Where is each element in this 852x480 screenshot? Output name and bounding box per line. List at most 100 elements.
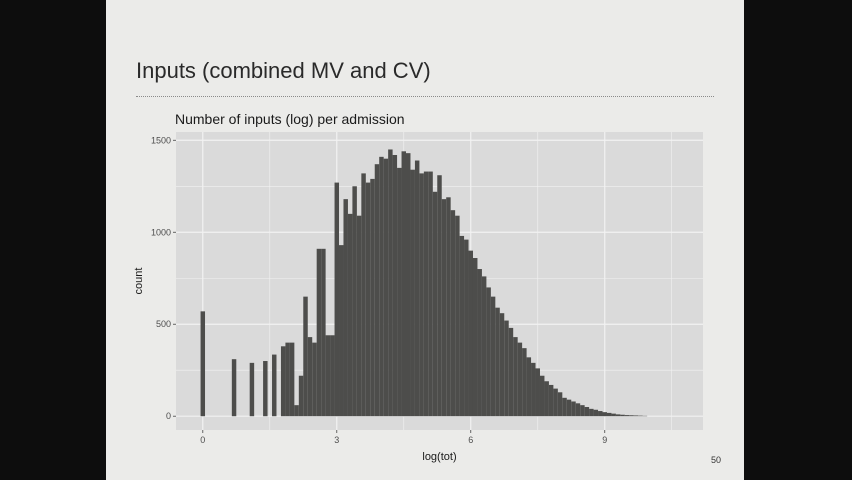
histogram-bar	[392, 154, 398, 417]
histogram-bar	[602, 412, 607, 417]
histogram-bar	[285, 342, 290, 417]
histogram-bar	[481, 276, 487, 417]
histogram-bar	[370, 178, 375, 417]
histogram-bar	[379, 156, 384, 417]
histogram-bar	[459, 235, 465, 417]
histogram-bar	[325, 335, 331, 417]
histogram-bar	[531, 362, 536, 417]
histogram-bar	[504, 320, 509, 417]
histogram-bar	[544, 381, 549, 417]
histogram-bar	[566, 399, 572, 417]
chart-title: Number of inputs (log) per admission	[175, 111, 405, 127]
histogram-bar	[562, 397, 567, 417]
histogram-bar	[620, 414, 625, 417]
histogram-bar	[513, 337, 518, 417]
histogram-bar	[589, 408, 594, 417]
histogram-bar	[231, 359, 237, 417]
histogram-bar	[374, 164, 380, 417]
histogram-bar	[343, 199, 348, 417]
histogram-bar	[571, 401, 576, 417]
x-tick-label: 6	[468, 435, 473, 445]
title-divider	[136, 96, 714, 97]
histogram-bar	[598, 411, 603, 417]
histogram-bar	[361, 173, 366, 417]
histogram-bar	[352, 186, 357, 417]
histogram-bar	[388, 149, 393, 417]
histogram-bar	[200, 311, 206, 417]
histogram-bar	[499, 313, 505, 417]
histogram-bar	[486, 287, 491, 417]
histogram-bar	[316, 248, 322, 417]
histogram-bar	[450, 210, 456, 417]
histogram-bar	[303, 296, 308, 417]
histogram-bar	[330, 335, 335, 417]
histogram-bar	[428, 171, 433, 417]
histogram-bar	[401, 151, 407, 417]
histogram-bar	[441, 199, 447, 417]
histogram-bar	[522, 348, 527, 417]
histogram-bar	[356, 215, 362, 417]
histogram-bar	[397, 167, 402, 417]
histogram-bar	[321, 248, 326, 417]
histogram-bar	[468, 250, 473, 417]
histogram-bar	[432, 191, 438, 417]
y-axis-label: count	[133, 268, 145, 295]
histogram-bar	[633, 415, 639, 417]
histogram-bar	[406, 153, 411, 417]
histogram-bar	[575, 403, 581, 417]
page-number: 50	[711, 455, 722, 465]
histogram-bar	[517, 342, 523, 417]
histogram-bar	[294, 405, 299, 417]
histogram-bar	[539, 375, 545, 417]
histogram-bar	[584, 407, 590, 417]
histogram-bar	[437, 175, 442, 417]
histogram-bar	[606, 412, 612, 417]
histogram-bar	[553, 388, 558, 417]
histogram-bar	[615, 414, 621, 417]
histogram-bar	[423, 171, 429, 417]
histogram-bar	[611, 413, 616, 417]
histogram-bar	[272, 354, 277, 417]
slide-title: Inputs (combined MV and CV)	[136, 58, 431, 83]
x-tick-label: 9	[602, 435, 607, 445]
histogram-bar	[307, 337, 313, 417]
histogram-bar	[629, 415, 634, 417]
histogram-bar	[339, 245, 344, 417]
histogram-bar	[312, 342, 317, 417]
histogram-bar	[365, 182, 371, 417]
histogram-bar	[383, 158, 389, 417]
histogram-bar	[410, 169, 415, 417]
y-tick-label: 1000	[151, 227, 171, 237]
histogram-bar	[289, 342, 295, 417]
histogram-bar	[593, 409, 599, 417]
histogram-bar	[280, 346, 286, 417]
histogram-bar	[477, 269, 482, 417]
axes: 0 3 6 9 0 500 1000 1500	[151, 135, 607, 445]
histogram-bar	[580, 405, 585, 417]
histogram-bar	[249, 362, 255, 417]
histogram-bar	[419, 173, 424, 417]
histogram-bar	[464, 239, 469, 417]
y-tick-label: 0	[166, 411, 171, 421]
y-tick-label: 1500	[151, 135, 171, 145]
histogram-bar	[548, 384, 554, 417]
histogram-bar	[334, 182, 340, 417]
histogram-bar	[624, 415, 630, 417]
histogram-bar	[495, 307, 500, 417]
histogram-bar	[263, 361, 268, 417]
y-tick-label: 500	[156, 319, 171, 329]
histogram-bar	[414, 160, 420, 417]
x-tick-label: 0	[200, 435, 205, 445]
histogram-bar	[490, 296, 496, 417]
histogram-bar	[526, 357, 532, 417]
histogram-bar	[298, 375, 304, 417]
histogram-bar	[446, 197, 451, 417]
histogram-bar	[508, 327, 514, 417]
x-tick-label: 3	[334, 435, 339, 445]
histogram-bar	[472, 258, 478, 417]
histogram-bar	[347, 213, 353, 417]
histogram-bar	[638, 415, 643, 417]
histogram-bar	[455, 215, 460, 417]
histogram-bar	[535, 368, 540, 417]
